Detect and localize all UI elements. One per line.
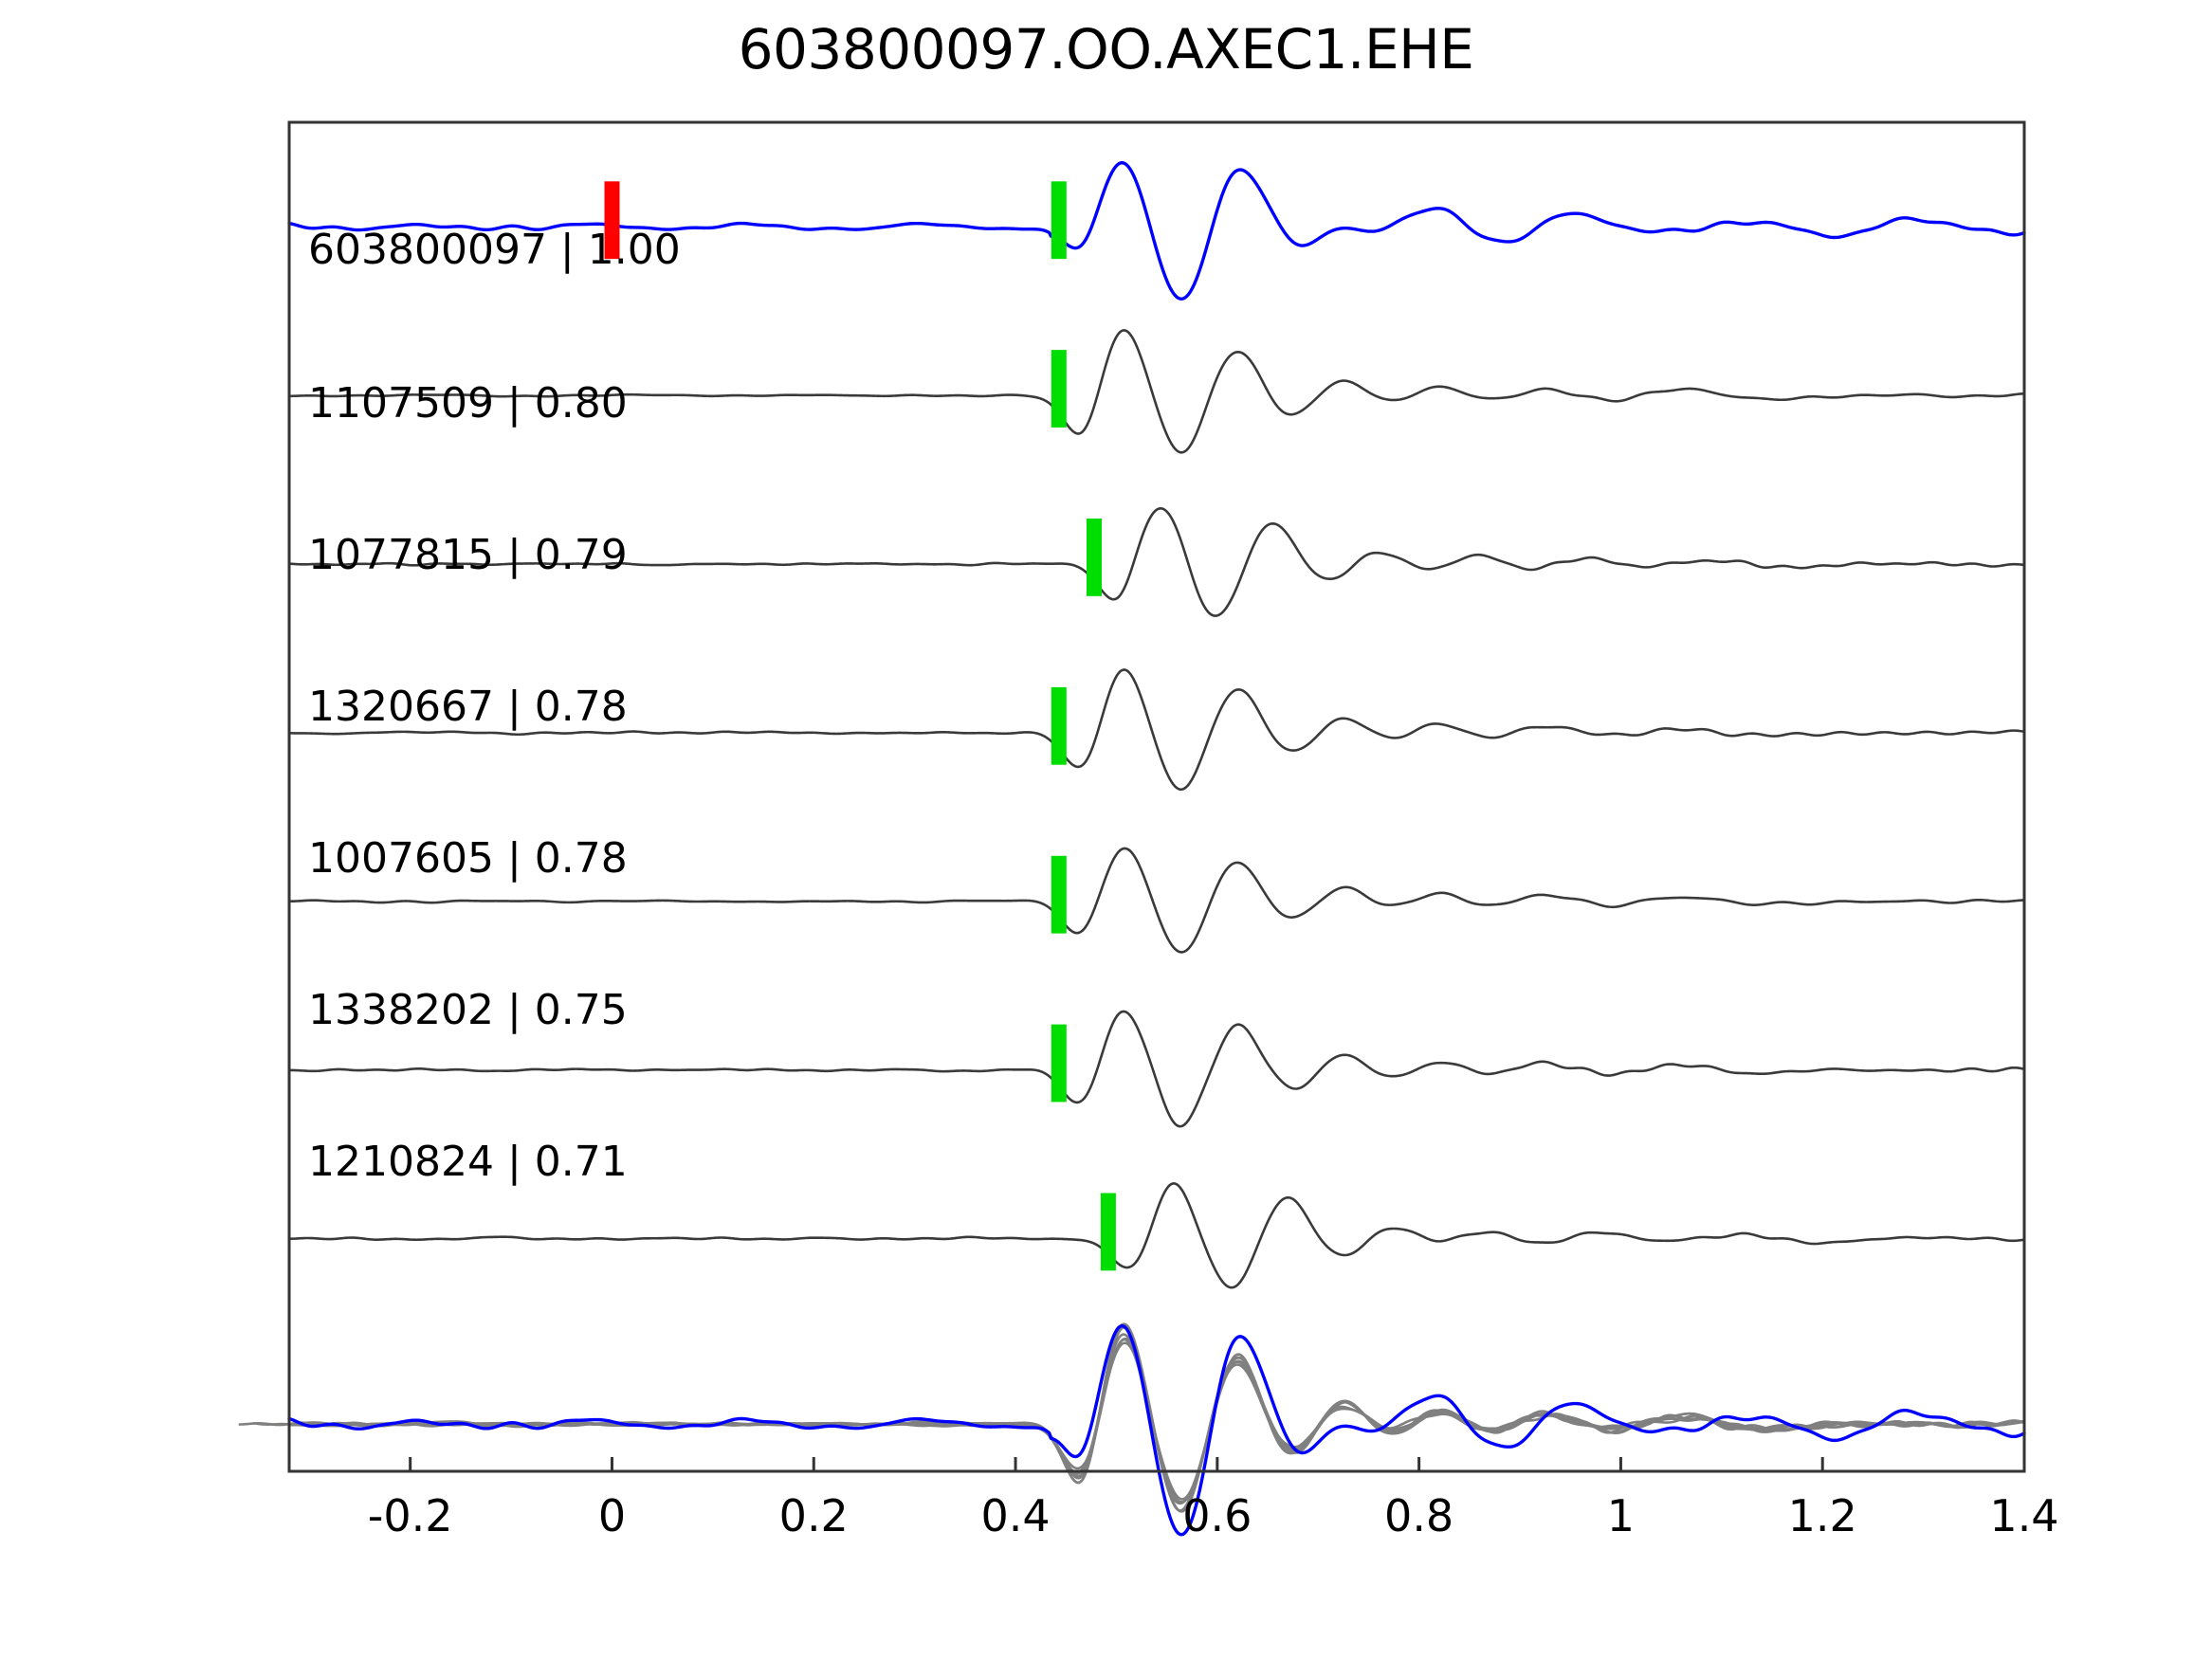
waveform-trace-1320667 (287, 668, 2026, 792)
x-tick-label-0.2: 0.2 (778, 1490, 849, 1541)
x-tick-label-1.4: 1.4 (1989, 1490, 2059, 1541)
stack-overlay-template-trace (287, 1323, 2026, 1537)
axes-frame-layer (287, 120, 2026, 1473)
pick-marker-1077815 (1087, 519, 1102, 596)
trace-label-1077815: 1077815 | 0.79 (308, 531, 628, 579)
pick-marker-layer (604, 181, 1116, 1271)
pick-marker-1320667 (1051, 686, 1067, 765)
stack-overlay-trace-2 (252, 1337, 1991, 1505)
align-marker-603800097 (1051, 181, 1067, 260)
waveform-trace-1077815 (287, 507, 2026, 617)
trace-label-1007605: 1007605 | 0.78 (308, 834, 628, 883)
pick-marker-603800097 (604, 181, 620, 260)
trace-label-1107509: 1107509 | 0.80 (308, 379, 628, 428)
page-title: 603800097.OO.AXEC1.EHE (738, 17, 1474, 82)
pick-marker-1338202 (1051, 1024, 1067, 1103)
waveform-trace-603800097 (287, 160, 2026, 301)
waveform-trace-1007605 (287, 847, 2026, 954)
x-tick-label--0.2: -0.2 (367, 1490, 453, 1541)
waveform-layer (238, 160, 2026, 1537)
waveform-trace-1338202 (287, 1010, 2026, 1128)
pick-marker-1210824 (1100, 1193, 1116, 1271)
pick-marker-1007605 (1051, 855, 1067, 934)
waveform-trace-1210824 (287, 1182, 2026, 1289)
waveform-trace-1107509 (287, 329, 2026, 454)
x-tick-label-0.8: 0.8 (1384, 1490, 1454, 1541)
x-tick-label-0.4: 0.4 (980, 1490, 1051, 1541)
x-tick-label-0: 0 (597, 1490, 627, 1541)
stack-overlay-trace-3 (287, 1326, 2026, 1513)
x-tick-label-1: 1 (1606, 1490, 1636, 1541)
axes-frame (287, 120, 2026, 1473)
x-tick-label-0.6: 0.6 (1182, 1490, 1252, 1541)
pick-marker-1107509 (1051, 350, 1067, 428)
trace-label-1320667: 1320667 | 0.78 (308, 683, 628, 731)
stack-overlay-trace-7 (287, 1322, 2026, 1513)
x-tick-label-1.2: 1.2 (1787, 1490, 1857, 1541)
trace-label-1210824: 1210824 | 0.71 (308, 1138, 628, 1186)
trace-label-1338202: 1338202 | 0.75 (308, 986, 628, 1034)
trace-label-603800097: 603800097 | 1.00 (308, 226, 681, 274)
